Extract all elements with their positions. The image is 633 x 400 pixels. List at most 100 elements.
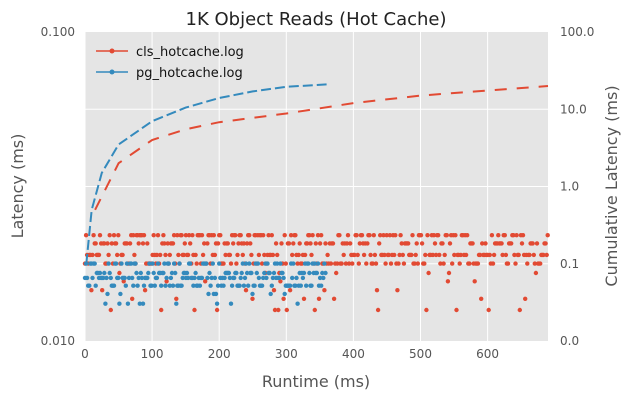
latency-point	[238, 275, 243, 281]
latency-point	[294, 275, 299, 281]
latency-point	[255, 261, 261, 266]
latency-point	[96, 252, 102, 258]
latency-point	[105, 241, 110, 246]
latency-point	[328, 261, 334, 266]
x-tick-label: 200	[208, 347, 231, 361]
latency-point	[163, 283, 168, 288]
latency-point	[345, 233, 351, 238]
latency-point	[205, 241, 210, 246]
latency-point	[531, 252, 536, 258]
latency-point	[170, 283, 176, 288]
latency-point	[453, 233, 458, 238]
latency-point	[141, 233, 147, 238]
latency-point	[244, 270, 250, 276]
latency-point	[307, 233, 312, 238]
latency-point	[235, 252, 240, 258]
latency-point	[186, 233, 192, 238]
x-tick-label: 0	[81, 347, 89, 361]
latency-point	[170, 241, 176, 246]
latency-point	[107, 270, 112, 276]
latency-point	[135, 283, 140, 288]
latency-point	[339, 261, 344, 266]
latency-point	[281, 275, 286, 281]
latency-point	[250, 291, 255, 297]
latency-point	[295, 261, 300, 266]
latency-point	[121, 279, 126, 284]
latency-point	[299, 261, 305, 266]
latency-point	[297, 241, 302, 246]
latency-point	[223, 252, 228, 258]
latency-point	[108, 275, 114, 281]
latency-point	[249, 270, 254, 276]
latency-point	[545, 233, 550, 238]
latency-point	[179, 233, 184, 238]
latency-point	[361, 252, 367, 258]
latency-point	[105, 291, 110, 297]
latency-point	[146, 270, 151, 276]
latency-point	[214, 307, 220, 313]
latency-point	[519, 241, 525, 246]
latency-point	[371, 233, 376, 238]
latency-point	[233, 233, 238, 238]
latency-point	[103, 301, 108, 306]
latency-point	[238, 233, 243, 238]
latency-point	[101, 275, 106, 281]
latency-point	[295, 301, 300, 306]
latency-point	[265, 261, 270, 266]
latency-point	[355, 252, 360, 258]
latency-point	[151, 270, 156, 276]
latency-point	[243, 288, 249, 293]
latency-point	[266, 233, 271, 238]
latency-point	[430, 252, 436, 258]
latency-point	[136, 241, 141, 246]
latency-point	[151, 233, 156, 238]
latency-point	[513, 261, 518, 266]
latency-point	[154, 275, 160, 281]
latency-point	[458, 252, 463, 258]
latency-point	[83, 233, 89, 238]
latency-point	[215, 283, 221, 288]
latency-point	[93, 283, 98, 288]
x-tick-label: 300	[275, 347, 298, 361]
latency-point	[291, 241, 296, 246]
latency-point	[261, 233, 266, 238]
latency-point	[193, 270, 198, 276]
latency-point	[315, 233, 321, 238]
latency-point	[505, 261, 511, 266]
latency-point	[106, 261, 111, 266]
latency-point	[248, 241, 253, 246]
latency-point	[293, 233, 298, 238]
latency-point	[315, 261, 321, 266]
latency-point	[465, 233, 470, 238]
latency-point	[115, 252, 120, 258]
latency-point	[395, 288, 400, 293]
latency-point	[122, 275, 127, 281]
latency-point	[226, 270, 232, 276]
latency-point	[392, 252, 397, 258]
latency-point	[282, 291, 287, 297]
latency-point	[450, 261, 455, 266]
latency-point	[365, 241, 370, 246]
latency-point	[108, 307, 114, 313]
latency-point	[298, 283, 303, 288]
latency-point	[242, 275, 248, 281]
tick-labels: 0 100 200 300 400 500 600 0.100 0.010 100.0 10.0 1.…	[41, 25, 595, 361]
chart-title: 1K Object Reads (Hot Cache)	[186, 9, 447, 30]
latency-point	[271, 270, 277, 276]
latency-point	[167, 283, 172, 288]
latency-point	[256, 275, 262, 281]
latency-point	[211, 233, 216, 238]
latency-point	[140, 301, 146, 306]
latency-point	[171, 233, 177, 238]
latency-point	[278, 279, 283, 284]
latency-point	[346, 261, 352, 266]
latency-point	[237, 283, 242, 288]
latency-point	[228, 261, 234, 266]
latency-point	[111, 283, 117, 288]
latency-point	[174, 296, 179, 301]
latency-point	[221, 261, 226, 266]
y-tick-label-right: 0.1	[560, 257, 579, 271]
chart-marks	[82, 83, 550, 313]
latency-point	[319, 283, 324, 288]
latency-point	[222, 275, 227, 281]
